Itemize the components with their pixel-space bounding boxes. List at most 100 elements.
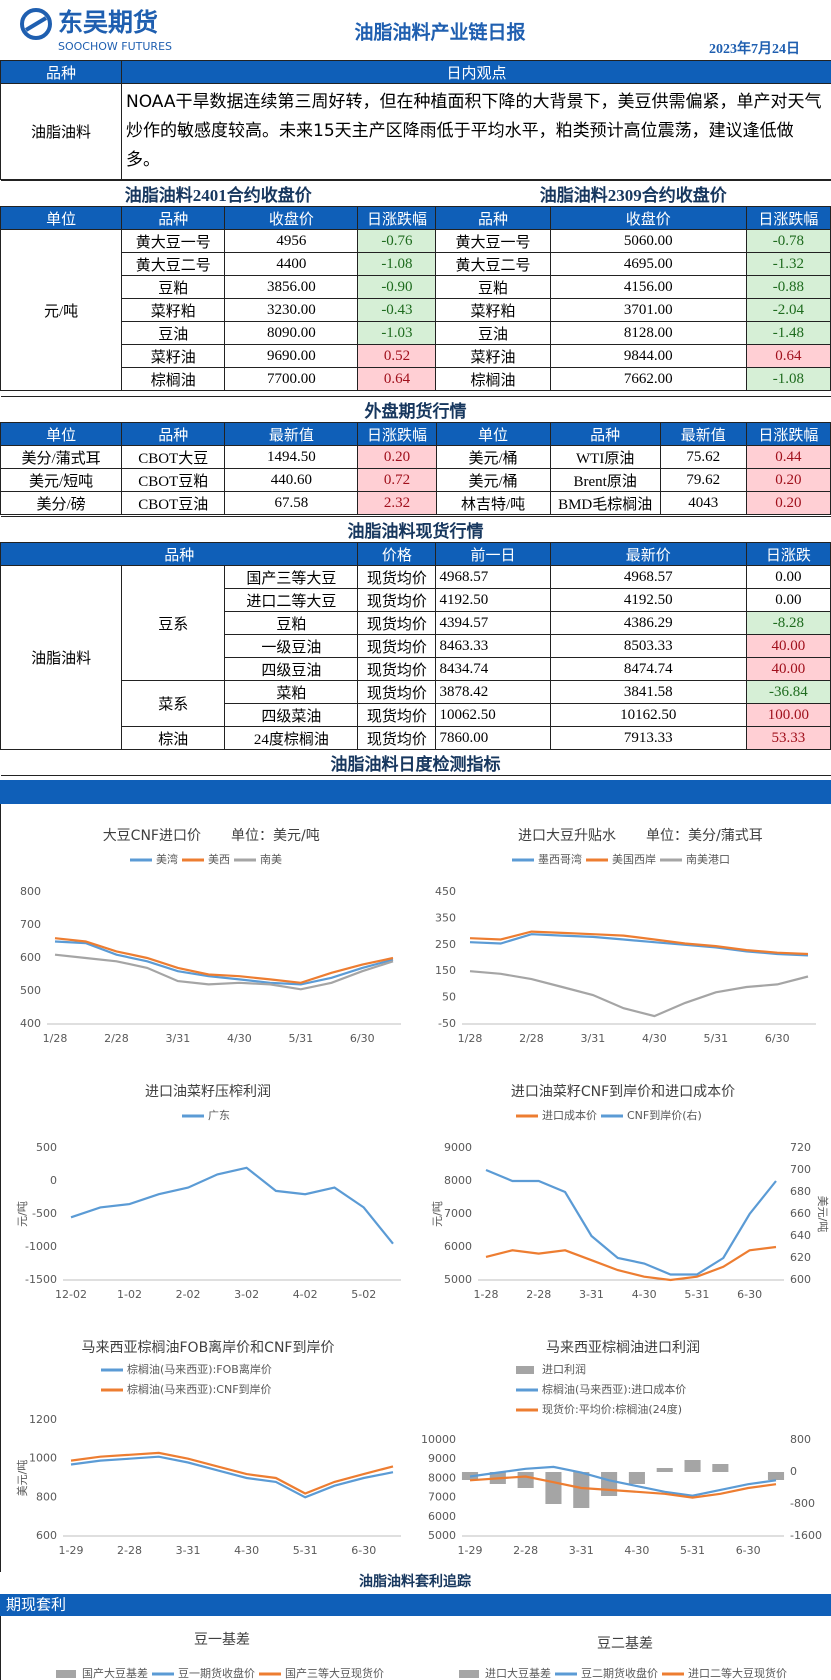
x-tick-label: 3-31	[176, 1544, 201, 1557]
data-row: 豆油 8090.00 -1.03 豆油 8128.00 -1.48	[1, 321, 831, 345]
x-tick-label: 5-31	[684, 1288, 709, 1301]
legend-label: 豆二期货收盘价	[581, 1666, 658, 1680]
change-cell: -1.32	[745, 252, 831, 276]
header-row: 单位 品种 最新值 日涨跌幅 单位 品种 最新值 日涨跌幅	[0, 422, 831, 446]
header-cell: 最新值	[659, 422, 747, 446]
cell: 1494.50	[224, 445, 359, 469]
y-tick-label: -1500	[25, 1273, 57, 1286]
name-cell: 一级豆油	[224, 634, 359, 658]
latest-cell: 4968.57	[549, 565, 747, 589]
x-tick-label: 3-02	[234, 1288, 259, 1301]
table-body: 油脂油料现货行情 品种 价格 前一日 最新价 日涨跌 油脂油料 豆系 国产三等大豆 现货均价 496…	[0, 516, 831, 776]
logo-icon	[24, 16, 48, 32]
x-tick-label: 1/28	[43, 1032, 68, 1045]
y-tick-label: -500	[32, 1207, 57, 1220]
y2-tick-label: -800	[790, 1497, 815, 1510]
x-tick-label: 1-29	[59, 1544, 84, 1557]
header-cell: 品种	[0, 542, 359, 566]
y-tick-label: 7000	[444, 1207, 472, 1220]
view-text: NOAA干旱数据连续第三周好转，但在种植面积下降的大背景下，美豆供需偏紧，单产对…	[121, 83, 831, 180]
name-cell: 豆油	[121, 321, 226, 345]
section-title: 油脂油料套利追踪	[359, 1573, 471, 1590]
header-cell: 品种	[0, 60, 122, 84]
change-cell: -36.84	[745, 680, 831, 704]
data-row: 菜系 菜粕 现货均价 3878.42 3841.58 -36.84	[1, 680, 831, 727]
y2-tick-label: 600	[790, 1273, 811, 1286]
x-tick-label: 1/28	[458, 1032, 483, 1045]
line-series	[70, 1455, 394, 1499]
header-cell: 最新价	[549, 542, 747, 566]
y2-axis-label: 美元/吨	[816, 1196, 829, 1233]
price-type: 现货均价	[357, 703, 437, 727]
legend-label: 豆一期货收盘价	[178, 1666, 255, 1680]
line-series	[70, 1451, 394, 1495]
legend-symbol	[56, 1670, 76, 1678]
change-cell: 2.32	[357, 491, 437, 515]
data-row: 进口二等大豆 现货均价 4192.50 4192.50 0.00	[1, 588, 831, 612]
logo-icon	[20, 8, 52, 40]
price-type: 现货均价	[357, 726, 437, 750]
chart-title: 进口大豆升贴水	[518, 828, 616, 844]
header-cell: 品种	[121, 422, 226, 446]
name-cell: 黄大豆二号	[435, 252, 551, 276]
line-series	[54, 937, 394, 984]
legend-label: 棕榈油(马来西亚):CNF到岸价	[127, 1382, 272, 1396]
change-cell: -0.76	[357, 229, 437, 253]
x-tick-label: 1-02	[117, 1288, 142, 1301]
chart-title: 大豆CNF进口价	[103, 828, 201, 844]
name-cell: 黄大豆二号	[121, 252, 226, 276]
change-cell: 0.64	[745, 344, 831, 368]
price-type: 现货均价	[357, 588, 437, 612]
bar	[573, 1472, 590, 1508]
y-tick-label: 0	[50, 1174, 57, 1187]
change-cell: 0.20	[745, 491, 831, 515]
price-type: 现货均价	[357, 611, 437, 635]
price-cell: 3856.00	[224, 275, 359, 299]
change-cell: 0.00	[745, 588, 831, 612]
change-cell: 53.33	[745, 726, 831, 750]
latest-cell: 10162.50	[549, 703, 747, 727]
change-cell: -0.78	[745, 229, 831, 253]
bar	[628, 1472, 645, 1484]
price-cell: 4400	[224, 252, 359, 276]
section-title: 油脂油料2401合约收盘价	[0, 180, 436, 207]
price-cell: 9690.00	[224, 344, 359, 368]
price-cell: 5060.00	[549, 229, 747, 253]
view-section: 品种 日内观点 油脂油料 NOAA干旱数据连续第三周好转，但在种植面积下降的大背景下，…	[0, 60, 831, 180]
chart-title: 马来西亚棕榈油FOB离岸价和CNF到岸价	[82, 1339, 335, 1356]
cell: CBOT豆粕	[121, 468, 226, 492]
y-tick-label: 5000	[444, 1273, 472, 1286]
charts-area: 大豆CNF进口价 单位：美元/吨 美湾 美西 南美 400 500 600 700 800 1/28…	[0, 804, 831, 1572]
title-row: 油脂油料2401合约收盘价 油脂油料2309合约收盘价	[0, 180, 831, 207]
line-series	[469, 930, 809, 956]
x-tick-label: 1-28	[474, 1288, 499, 1301]
header-cell: 品种	[121, 206, 226, 230]
cell: Brent原油	[549, 468, 661, 492]
y-tick-label: 450	[435, 885, 456, 898]
header-cell: 日涨跌	[745, 542, 831, 566]
change-cell: 0.20	[745, 468, 831, 492]
y2-tick-label: 720	[790, 1141, 811, 1154]
change-cell: -0.90	[357, 275, 437, 299]
y-tick-label: -50	[438, 1017, 456, 1030]
y-tick-label: 600	[36, 1529, 57, 1542]
change-cell: -1.08	[745, 367, 831, 391]
category-cell: 油脂油料	[0, 565, 123, 750]
latest-cell: 3841.58	[549, 680, 747, 704]
y-tick-label: 1000	[29, 1452, 57, 1465]
price-cell: 4695.00	[549, 252, 747, 276]
y-tick-label: 7000	[428, 1491, 456, 1504]
table: 油脂油料现货行情 品种 价格 前一日 最新价 日涨跌 油脂油料 豆系 国产三等大豆 现货均价 496…	[0, 516, 831, 776]
price-cell: 8128.00	[549, 321, 747, 345]
cell: 美分/磅	[0, 491, 123, 515]
x-tick-label: 4/30	[227, 1032, 252, 1045]
section-title: 油脂油料现货行情	[0, 516, 831, 543]
header-cell: 单位	[435, 422, 551, 446]
line-series	[485, 1168, 777, 1276]
header-graphic: 东吴期货 SOOCHOW FUTURES 油脂油料产业链日报 2023年7月24…	[20, 8, 800, 57]
data-row: 豆粕 现货均价 4394.57 4386.29 -8.28	[1, 611, 831, 635]
x-tick-label: 5-31	[680, 1544, 705, 1557]
bar	[712, 1464, 729, 1472]
